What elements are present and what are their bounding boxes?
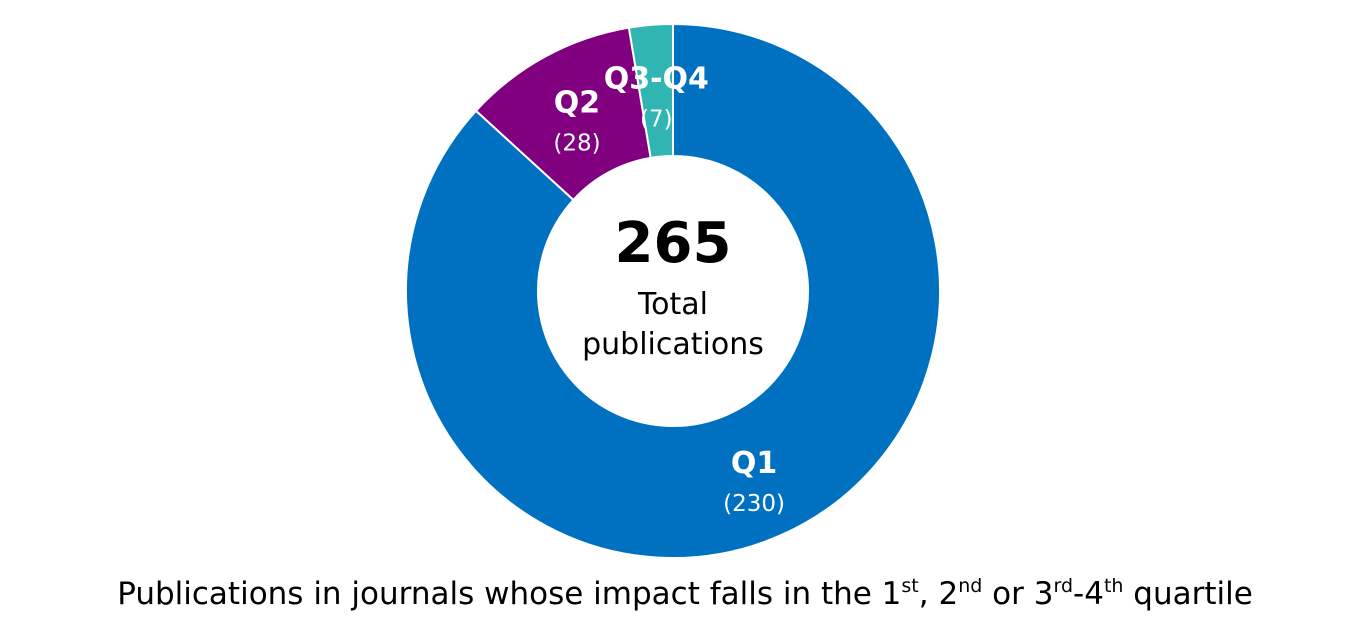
center-total-label-line1: Total (637, 287, 708, 322)
slice-label-q1: Q1 (731, 446, 777, 481)
slice-count-q1: (230) (723, 491, 785, 517)
donut-slices (405, 22, 941, 559)
center-total-value: 265 (615, 211, 732, 276)
slice-count-q2: (28) (553, 130, 600, 156)
chart-caption: Publications in journals whose impact fa… (117, 575, 1253, 612)
slice-q3-q4 (627, 22, 674, 160)
center-total-label-line2: publications (582, 327, 764, 362)
slice-labels: Q1 (230) Q2 (28) Q3-Q4 (7) (553, 62, 785, 517)
slice-q1 (405, 22, 941, 559)
slice-count-q3-q4: (7) (640, 107, 673, 133)
slice-label-q3-q4: Q3-Q4 (604, 62, 709, 97)
slice-label-q2: Q2 (554, 85, 600, 120)
